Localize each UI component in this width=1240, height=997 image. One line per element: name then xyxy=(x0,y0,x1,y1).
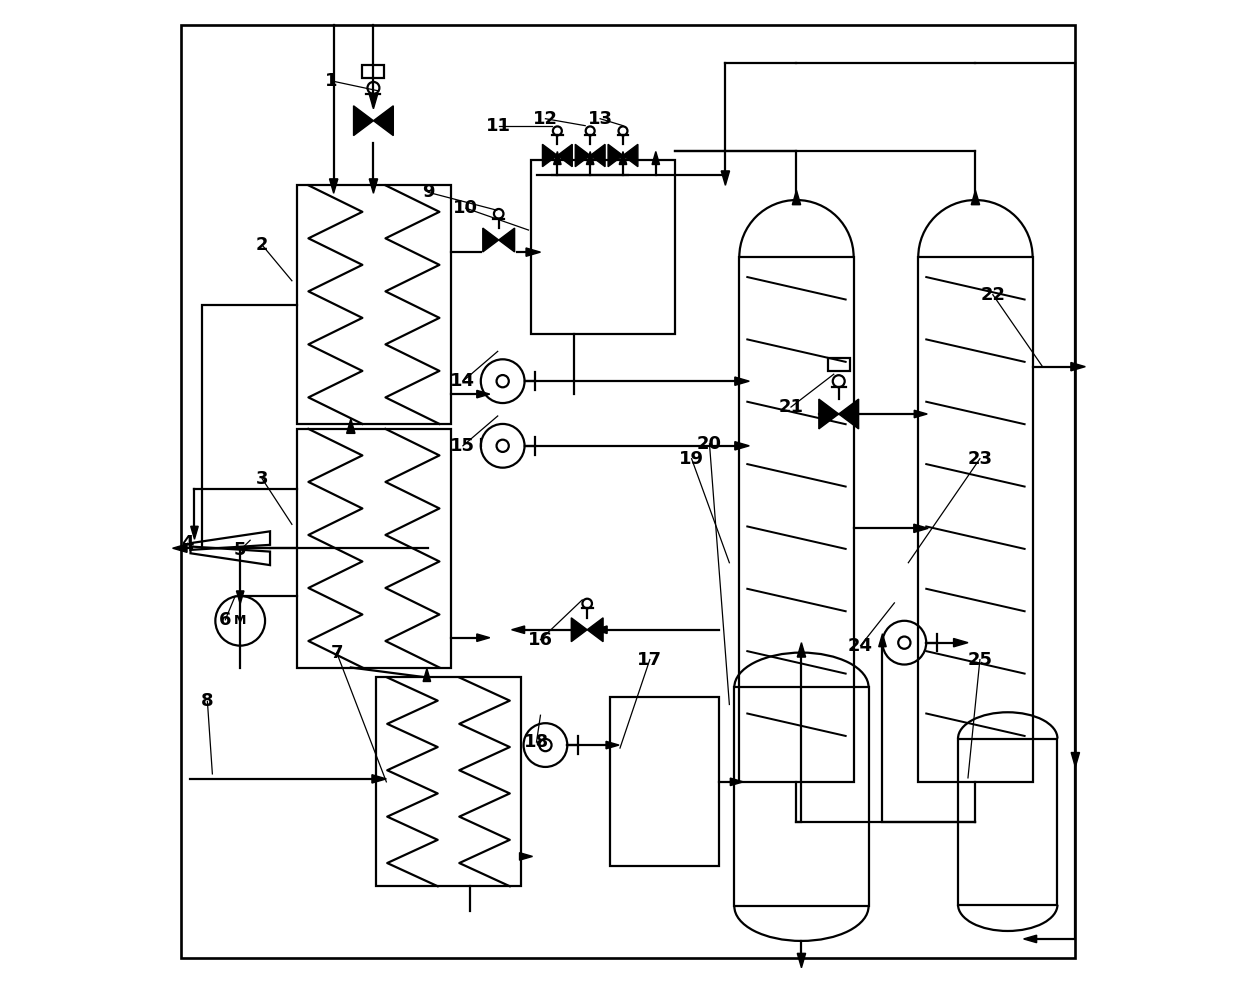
Bar xyxy=(959,739,1058,904)
Polygon shape xyxy=(588,618,603,642)
Polygon shape xyxy=(652,152,660,165)
Polygon shape xyxy=(520,852,532,860)
Text: 6: 6 xyxy=(219,611,232,629)
Bar xyxy=(362,65,384,78)
Text: 17: 17 xyxy=(637,651,662,669)
Polygon shape xyxy=(477,391,490,398)
Text: 23: 23 xyxy=(967,450,992,468)
Polygon shape xyxy=(1071,363,1085,371)
Text: 24: 24 xyxy=(848,637,873,655)
Text: 5: 5 xyxy=(234,541,247,559)
Polygon shape xyxy=(722,170,729,185)
Polygon shape xyxy=(477,634,490,641)
Text: 14: 14 xyxy=(450,372,475,390)
Text: 19: 19 xyxy=(680,450,704,468)
Text: 8: 8 xyxy=(201,692,213,710)
Text: 25: 25 xyxy=(967,651,992,669)
Polygon shape xyxy=(797,643,806,657)
Polygon shape xyxy=(606,742,619,749)
Polygon shape xyxy=(512,626,525,633)
Bar xyxy=(296,429,451,668)
Polygon shape xyxy=(818,399,838,429)
Text: 16: 16 xyxy=(528,631,553,649)
Polygon shape xyxy=(553,152,562,165)
Text: 3: 3 xyxy=(255,470,268,488)
Bar xyxy=(734,687,868,906)
Text: 12: 12 xyxy=(533,110,558,128)
Polygon shape xyxy=(735,377,749,386)
Polygon shape xyxy=(797,953,806,968)
Polygon shape xyxy=(879,634,887,647)
Bar xyxy=(828,358,849,371)
Text: 22: 22 xyxy=(981,286,1006,304)
Bar xyxy=(377,677,521,886)
Polygon shape xyxy=(594,626,608,633)
Polygon shape xyxy=(590,145,605,166)
Text: M: M xyxy=(234,614,247,627)
Text: 21: 21 xyxy=(779,398,804,416)
Polygon shape xyxy=(347,419,355,434)
Polygon shape xyxy=(353,106,373,136)
Polygon shape xyxy=(914,410,928,418)
Polygon shape xyxy=(954,638,968,647)
Polygon shape xyxy=(575,145,590,166)
Text: 10: 10 xyxy=(454,199,479,217)
Text: 7: 7 xyxy=(330,644,343,662)
Polygon shape xyxy=(838,399,858,429)
Text: 11: 11 xyxy=(486,117,511,135)
Polygon shape xyxy=(237,591,244,604)
Polygon shape xyxy=(330,178,337,193)
Polygon shape xyxy=(792,190,801,204)
Polygon shape xyxy=(971,190,980,204)
Polygon shape xyxy=(587,152,594,165)
Polygon shape xyxy=(572,618,588,642)
Polygon shape xyxy=(914,524,929,532)
Polygon shape xyxy=(423,669,430,682)
Polygon shape xyxy=(191,526,198,539)
Polygon shape xyxy=(622,145,637,166)
Polygon shape xyxy=(172,544,187,552)
Polygon shape xyxy=(735,442,749,450)
Text: 15: 15 xyxy=(450,437,475,455)
Polygon shape xyxy=(482,228,498,252)
Polygon shape xyxy=(498,228,515,252)
Polygon shape xyxy=(373,106,393,136)
Text: 1: 1 xyxy=(325,72,339,90)
Text: 4: 4 xyxy=(181,534,193,552)
Bar xyxy=(739,257,853,782)
Polygon shape xyxy=(370,178,378,193)
Polygon shape xyxy=(557,145,573,166)
Polygon shape xyxy=(372,775,387,783)
Text: 9: 9 xyxy=(422,183,434,201)
Text: 20: 20 xyxy=(697,435,722,453)
Polygon shape xyxy=(619,152,626,165)
Bar xyxy=(296,185,451,424)
Polygon shape xyxy=(542,145,557,166)
Polygon shape xyxy=(370,95,378,109)
Bar xyxy=(919,257,1033,782)
Text: 2: 2 xyxy=(255,236,268,254)
Polygon shape xyxy=(1071,753,1080,767)
Text: 18: 18 xyxy=(525,733,549,751)
Text: 13: 13 xyxy=(588,110,613,128)
Bar xyxy=(610,697,719,866)
Polygon shape xyxy=(608,145,622,166)
Polygon shape xyxy=(526,248,541,256)
Bar xyxy=(531,161,675,334)
Polygon shape xyxy=(1024,935,1037,943)
Polygon shape xyxy=(730,778,743,786)
